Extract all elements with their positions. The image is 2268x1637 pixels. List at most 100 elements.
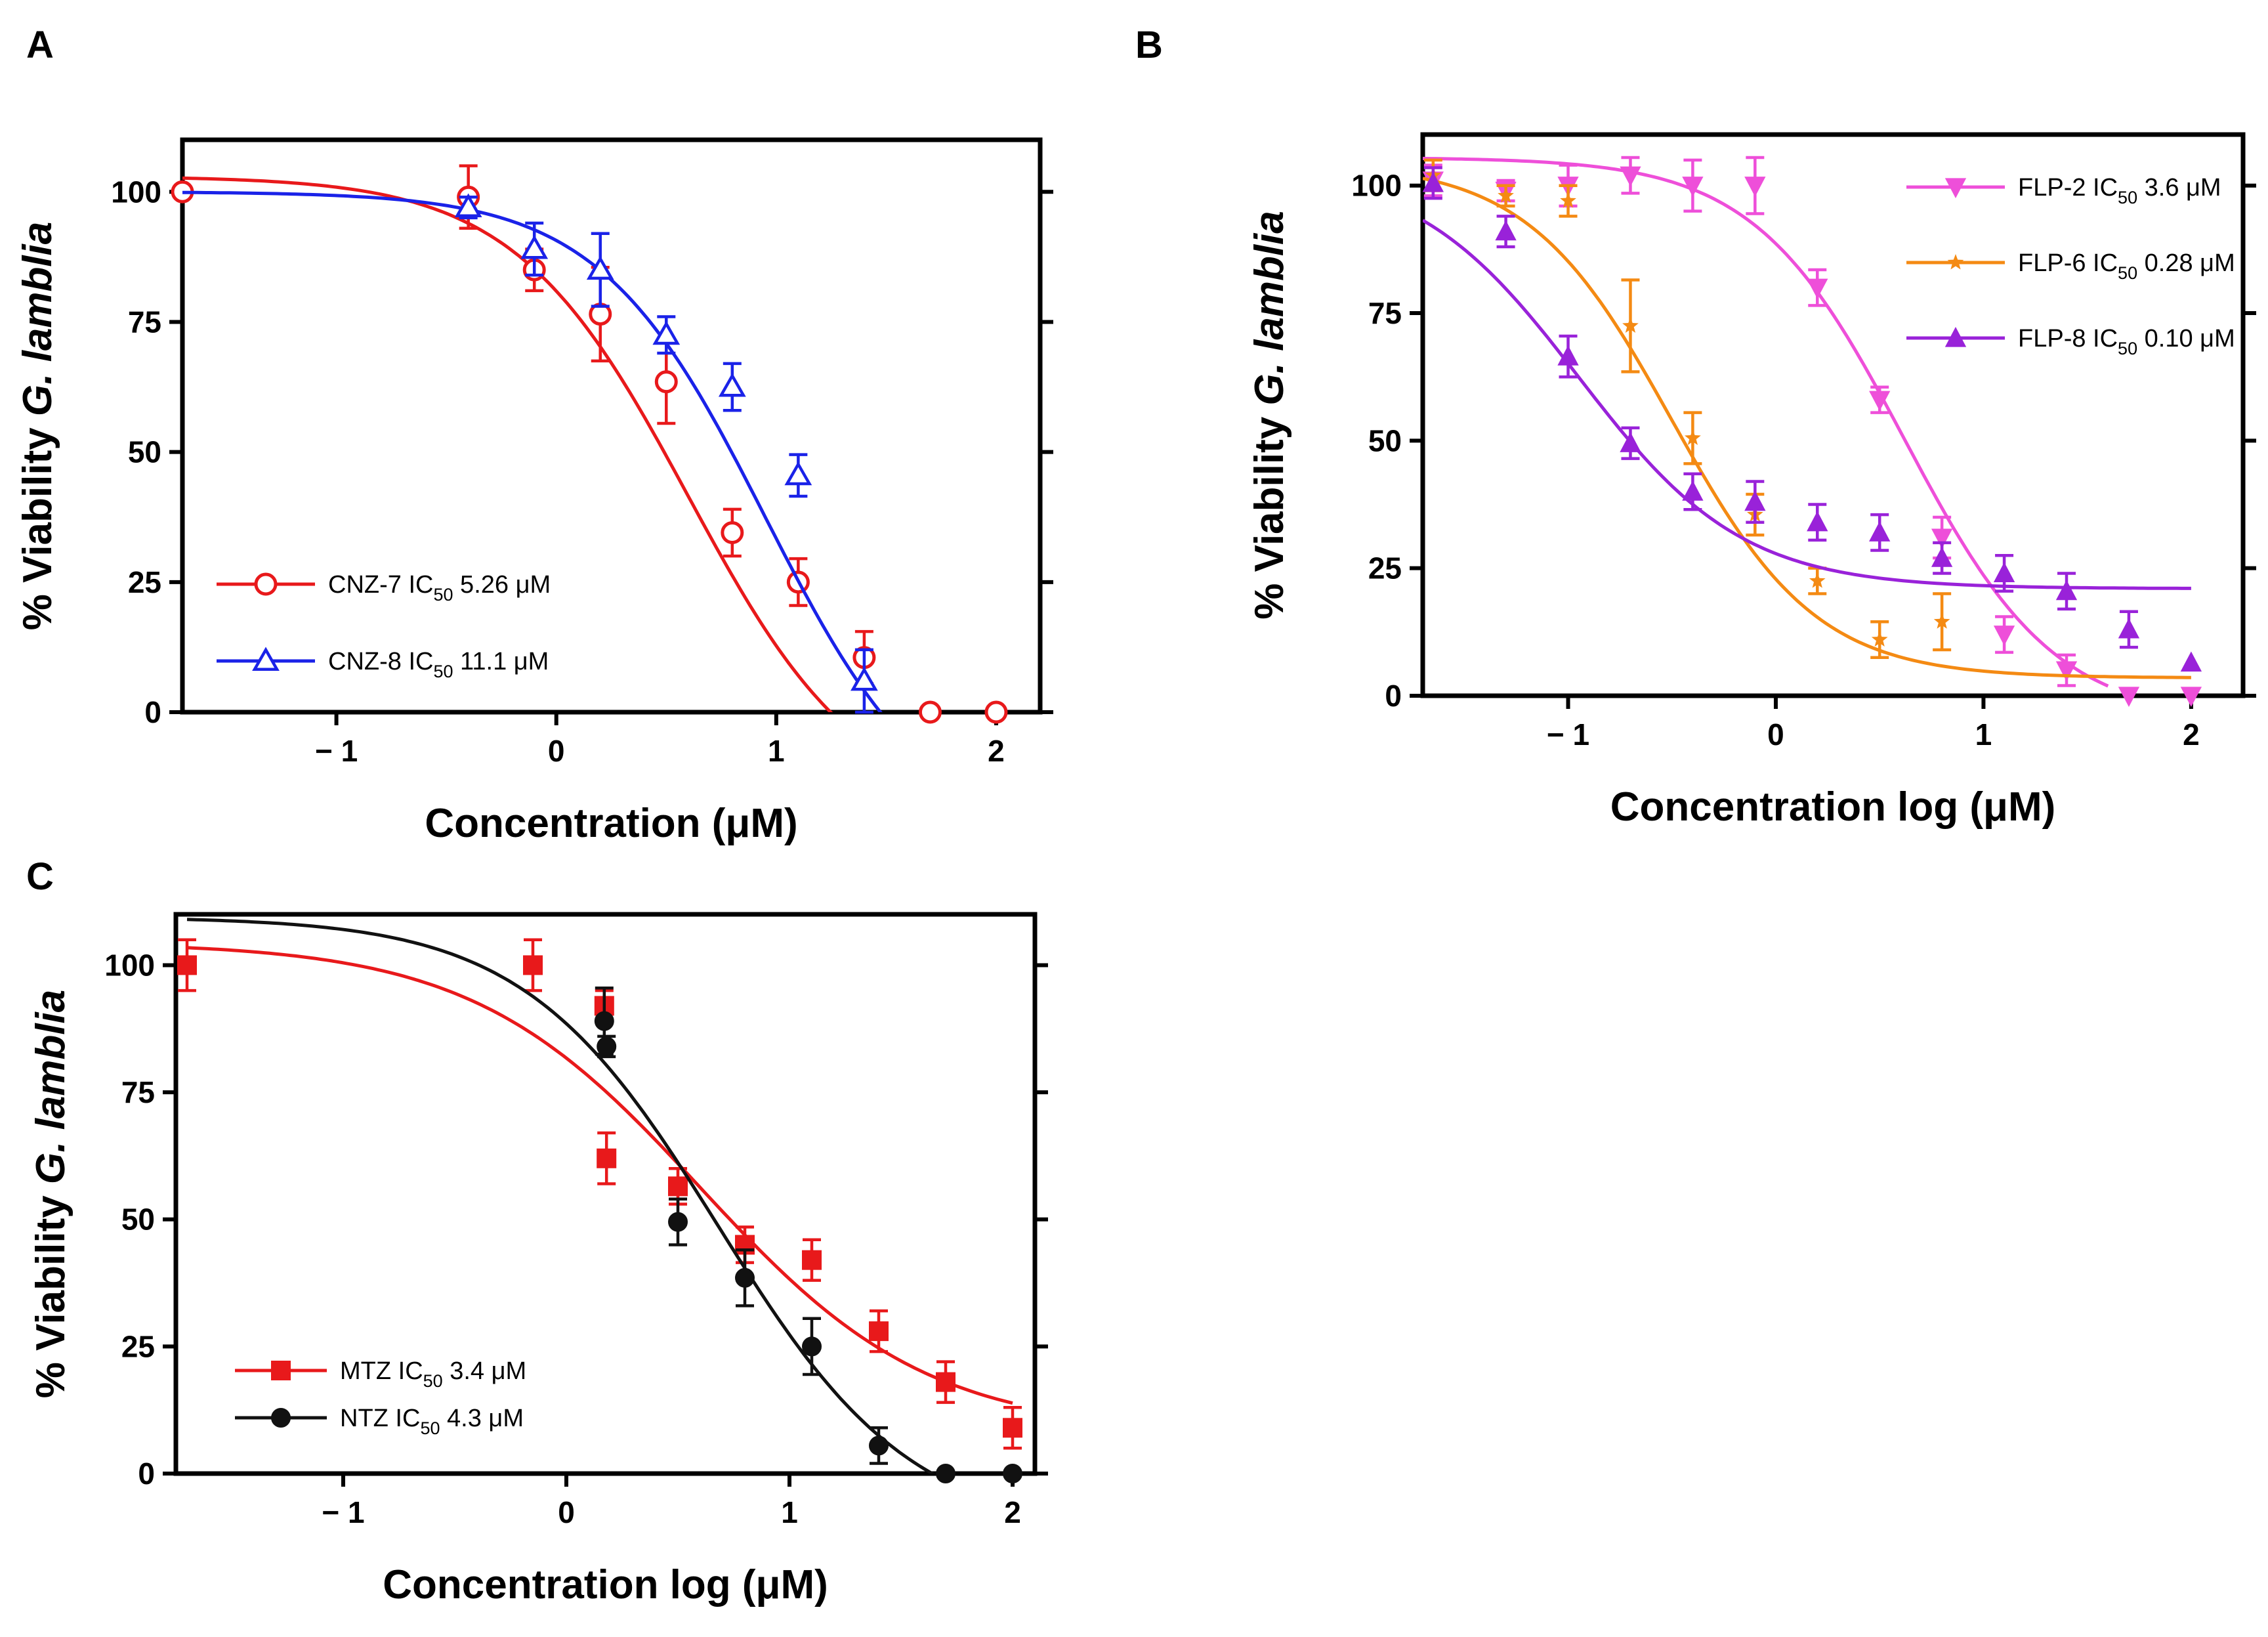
data-point xyxy=(1560,192,1576,208)
data-point xyxy=(1620,432,1641,452)
x-axis-title: Concentration log (μM) xyxy=(383,1562,828,1607)
y-tick-label: 100 xyxy=(111,175,161,209)
legend-label: FLP-8 IC50 0.10 μM xyxy=(2018,325,2235,358)
fit-curve-flp-2 xyxy=(1423,156,2109,688)
data-point xyxy=(984,700,1008,724)
fit-curve-ntz xyxy=(186,918,936,1474)
data-point xyxy=(721,521,744,545)
panel-letter-c: C xyxy=(26,855,54,898)
data-point xyxy=(2055,661,2078,682)
data-point xyxy=(668,1212,688,1232)
legend-marker xyxy=(1944,327,1967,347)
legend-label: CNZ-7 IC50 5.26 μM xyxy=(328,571,551,605)
y-tick-label: 75 xyxy=(1368,296,1402,330)
data-point xyxy=(654,370,678,394)
data-point xyxy=(1807,511,1828,532)
data-point xyxy=(2118,687,2140,707)
legend-marker xyxy=(271,1408,291,1428)
y-tick-label: 25 xyxy=(1368,551,1402,585)
data-point xyxy=(1869,521,1891,542)
data-point xyxy=(802,1250,822,1270)
data-point xyxy=(1557,345,1579,366)
plot-frame xyxy=(180,137,1043,715)
y-tick-label: 25 xyxy=(128,565,161,599)
data-point xyxy=(1685,429,1701,445)
panel-b-chart: 0 25 50 75 100 − 1 0 1 2 Concentration log (μM) % … xyxy=(1247,132,2256,830)
panel-letter-b: B xyxy=(1135,24,1163,66)
y-tick-label: 50 xyxy=(128,435,161,469)
legend-label: CNZ-8 IC50 11.1 μM xyxy=(328,648,549,681)
y-tick-label: 50 xyxy=(1368,423,1402,457)
series-cnz-8: CNZ-8 IC50 11.1 μM xyxy=(182,190,883,714)
data-point xyxy=(1993,562,2015,583)
legend-marker xyxy=(252,647,280,671)
x-tick-label: 2 xyxy=(1004,1495,1021,1529)
x-tick-label: 2 xyxy=(2183,717,2200,752)
x-tick-label: − 1 xyxy=(1547,717,1589,752)
data-point xyxy=(1498,187,1514,203)
y-tick-label: 0 xyxy=(144,695,161,729)
x-tick-label: 0 xyxy=(1767,717,1784,752)
data-point xyxy=(1682,177,1704,197)
data-point xyxy=(523,955,543,975)
x-tick-label: 0 xyxy=(558,1495,575,1529)
data-point xyxy=(597,1148,617,1168)
data-point xyxy=(718,373,746,397)
legend-marker xyxy=(254,572,278,596)
legend-marker xyxy=(1944,178,1967,198)
legend-label: FLP-2 IC50 3.6 μM xyxy=(2018,174,2221,207)
series-flp-2: FLP-2 IC50 3.6 μM xyxy=(1422,156,2221,707)
series-cnz-7: CNZ-7 IC50 5.26 μM xyxy=(171,164,1008,724)
data-point xyxy=(1931,547,1953,567)
data-point xyxy=(1807,278,1828,299)
x-tick-label: 1 xyxy=(1975,717,1992,752)
y-tick-label: 0 xyxy=(1385,679,1402,713)
legend-label: FLP-6 IC50 0.28 μM xyxy=(2018,249,2235,283)
data-point xyxy=(454,193,482,218)
legend-marker xyxy=(271,1361,291,1380)
data-point xyxy=(1744,177,1766,197)
data-point xyxy=(869,1321,889,1342)
y-tick-label: 100 xyxy=(1351,169,1402,203)
data-point xyxy=(586,255,614,280)
x-axis-title: Concentration (μM) xyxy=(425,801,797,846)
fit-curve-mtz xyxy=(186,946,1013,1405)
panel-c-chart: 0 25 50 75 100 − 1 0 1 2 Concentration log (μM) % … xyxy=(28,912,1048,1607)
data-point xyxy=(869,1435,889,1456)
plot-frame xyxy=(173,912,1038,1476)
y-tick-label: 0 xyxy=(138,1456,155,1491)
data-point xyxy=(2180,687,2202,707)
x-tick-label: 0 xyxy=(548,734,565,768)
data-point xyxy=(1495,220,1517,241)
series-flp-6: FLP-6 IC50 0.28 μM xyxy=(1423,158,2235,679)
data-point xyxy=(668,1176,688,1197)
data-point xyxy=(2118,618,2140,639)
data-point xyxy=(1003,1418,1022,1438)
y-axis-title: % Viability G. lamblia xyxy=(1247,211,1292,620)
data-point xyxy=(1422,171,1444,192)
y-axis-title: % Viability G. lamblia xyxy=(15,222,60,631)
series-flp-8: FLP-8 IC50 0.10 μM xyxy=(1422,166,2235,672)
x-tick-label: 1 xyxy=(781,1495,798,1529)
legend-label: NTZ IC50 4.3 μM xyxy=(340,1405,524,1438)
y-tick-label: 75 xyxy=(128,305,161,339)
x-tick-label: 1 xyxy=(768,734,785,768)
data-point xyxy=(735,1267,755,1288)
data-point xyxy=(1744,490,1766,511)
x-tick-label: − 1 xyxy=(322,1495,364,1529)
plot-frame xyxy=(1420,132,2246,698)
data-point xyxy=(2180,651,2202,672)
data-point xyxy=(594,1011,614,1031)
fit-curve-cnz-7 xyxy=(182,176,833,712)
series-ntz: NTZ IC50 4.3 μM xyxy=(186,918,1022,1483)
data-point xyxy=(652,320,681,345)
fit-curve-cnz-8 xyxy=(182,190,883,712)
legend-label: MTZ IC50 3.4 μM xyxy=(340,1357,526,1391)
data-point xyxy=(1869,391,1891,412)
data-point xyxy=(520,234,549,259)
y-tick-label: 25 xyxy=(121,1329,155,1363)
data-point xyxy=(1003,1464,1022,1483)
fit-curve-flp-6 xyxy=(1423,177,2191,679)
data-point xyxy=(177,955,197,975)
